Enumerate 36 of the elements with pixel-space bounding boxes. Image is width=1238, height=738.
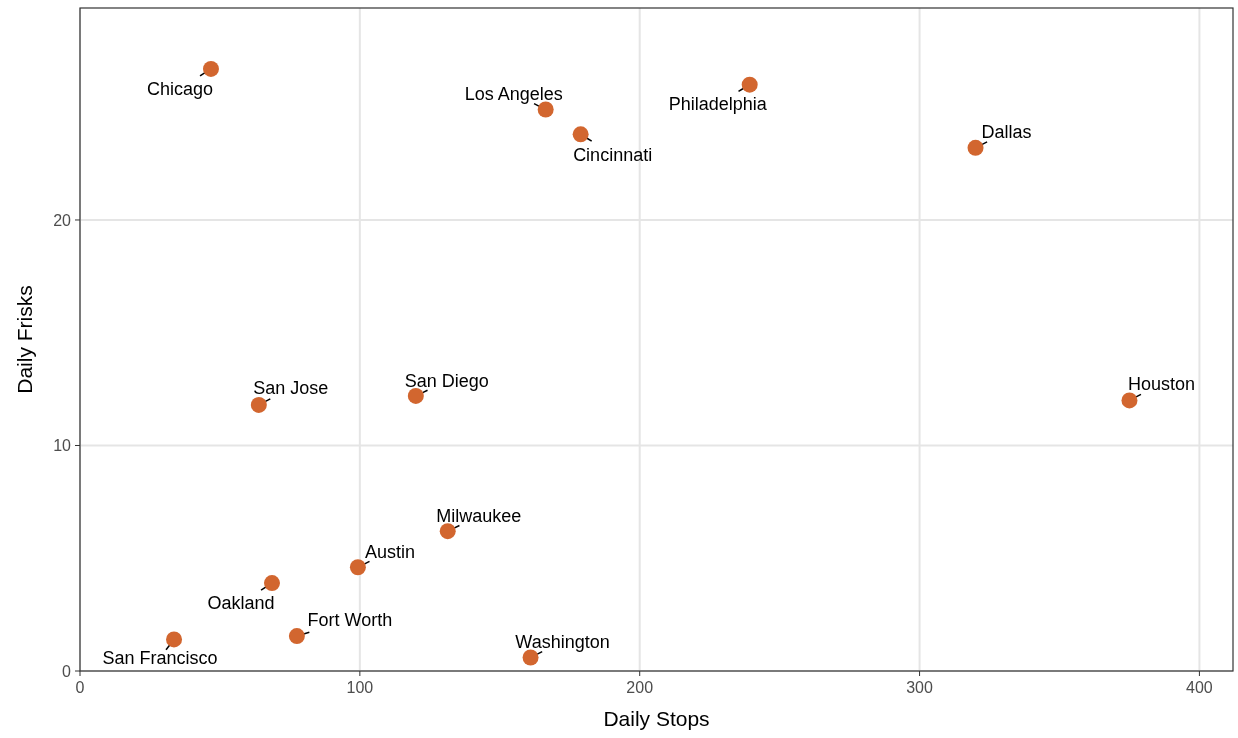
annotation: Austin [364, 541, 415, 562]
y-tick-label: 10 [53, 437, 72, 455]
annotation: Cincinnati [573, 144, 653, 165]
point [741, 76, 758, 93]
y-tick-label: 0 [62, 662, 72, 680]
point [439, 523, 456, 540]
annotation: Houston [1127, 373, 1195, 394]
annotation: Washington [515, 631, 610, 652]
x-axis-title: Daily Stops [603, 707, 710, 730]
annotation: Chicago [146, 79, 213, 100]
point [202, 60, 219, 77]
annotation: Los Angeles [464, 83, 563, 104]
annotation: Milwaukee [436, 506, 522, 527]
point [1121, 392, 1138, 409]
point [967, 139, 984, 156]
annotation: Philadelphia [668, 93, 768, 114]
annotation: San Jose [253, 378, 329, 399]
point [250, 396, 267, 413]
annotation: San Diego [404, 371, 489, 392]
annotation: Fort Worth [307, 610, 393, 631]
x-tick-label: 300 [906, 679, 934, 696]
x-tick-label: 0 [75, 679, 85, 696]
x-tick-label: 100 [346, 679, 374, 696]
y-axis-title: Daily Frisks [13, 285, 36, 394]
point [263, 575, 280, 592]
point [407, 387, 424, 404]
point [288, 628, 305, 645]
point [349, 559, 366, 576]
x-tick-label: 400 [1186, 679, 1213, 696]
annotation: Dallas [981, 122, 1032, 143]
point [572, 126, 589, 143]
y-tick-label: 20 [53, 211, 72, 229]
x-tick-label: 200 [626, 679, 654, 696]
annotation: San Francisco [102, 647, 218, 668]
point [166, 631, 183, 648]
annotation: Oakland [207, 593, 275, 614]
